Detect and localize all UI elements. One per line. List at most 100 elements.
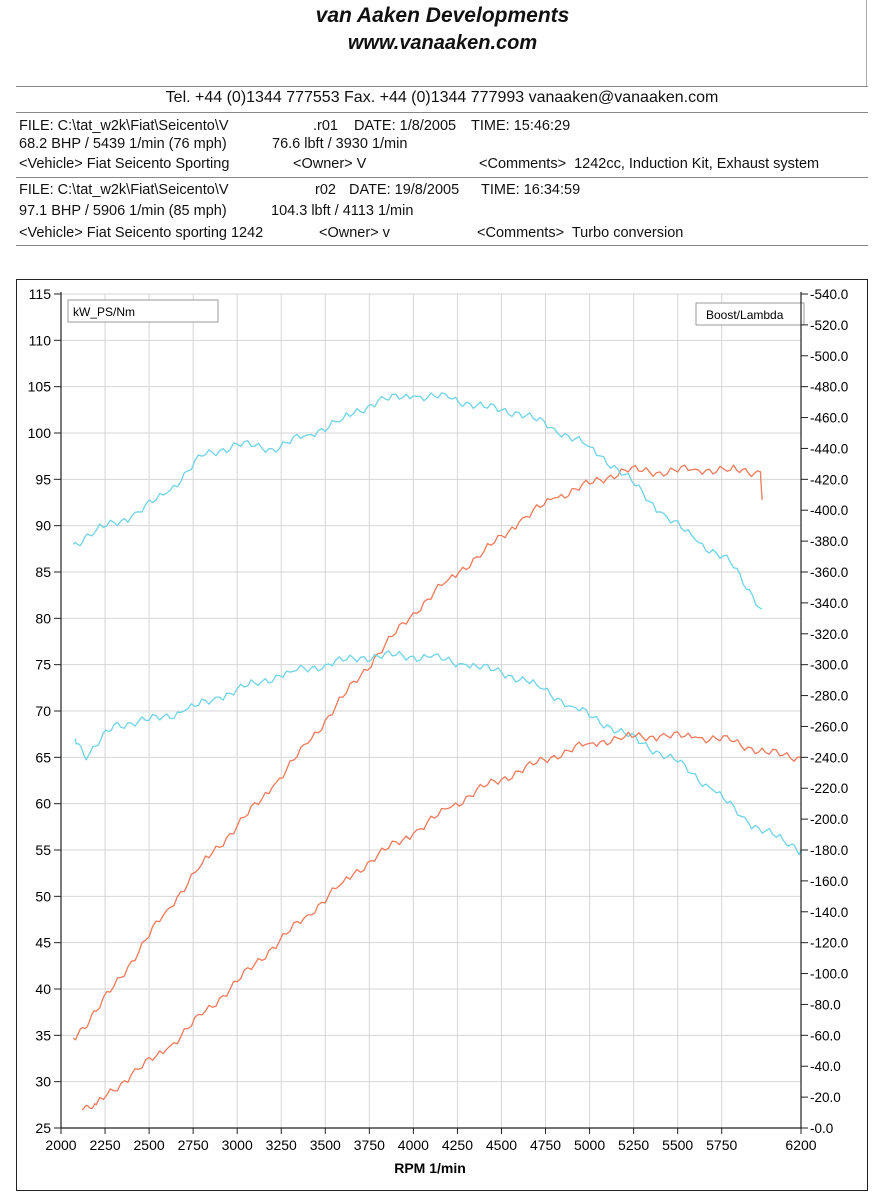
left-axis-label-box bbox=[67, 299, 219, 323]
y-tick-label: 80 bbox=[35, 610, 51, 626]
y2-tick-label: -20.0 bbox=[810, 1090, 841, 1105]
y2-tick-label: -200.0 bbox=[810, 812, 848, 827]
run1-date: DATE: 1/8/2005 bbox=[354, 118, 457, 134]
right-axis-label: Boost/Lambda bbox=[706, 308, 784, 322]
y-tick-label: 115 bbox=[29, 286, 52, 302]
y-tick-label: 90 bbox=[35, 518, 51, 534]
run1-file: FILE: C:\tat_w2k\Fiat\Seicento\V bbox=[19, 118, 229, 134]
y2-tick-label: -300.0 bbox=[810, 658, 848, 673]
divider bbox=[16, 112, 868, 113]
run1-power: 68.2 BHP / 5439 1/min (76 mph) bbox=[19, 136, 227, 152]
run1-owner: <Owner> V bbox=[293, 156, 367, 172]
y-tick-label: 50 bbox=[35, 888, 51, 904]
run2-owner: <Owner> v bbox=[319, 225, 390, 241]
x-tick-label: 5250 bbox=[618, 1137, 649, 1153]
y2-tick-label: -0.0 bbox=[810, 1121, 833, 1136]
run1-file-row: FILE: C:\tat_w2k\Fiat\Seicento\V .r01 DA… bbox=[19, 118, 869, 138]
x-tick-label: 2000 bbox=[45, 1137, 76, 1153]
run1-meta-row: <Vehicle> Fiat Seicento Sporting <Owner>… bbox=[19, 156, 869, 176]
divider bbox=[16, 86, 868, 87]
run2-curve-0 bbox=[72, 464, 763, 1041]
y2-tick-label: -360.0 bbox=[810, 565, 848, 580]
run2-time: TIME: 16:34:59 bbox=[481, 182, 581, 198]
chart-frame bbox=[16, 279, 868, 1191]
y2-tick-label: -320.0 bbox=[810, 627, 848, 642]
run2-power: 97.1 BHP / 5906 1/min (85 mph) bbox=[19, 203, 227, 219]
y2-tick-label: -380.0 bbox=[810, 534, 848, 549]
y2-tick-label: -280.0 bbox=[810, 689, 848, 704]
y2-tick-label: -240.0 bbox=[810, 750, 848, 765]
x-tick-label: 5750 bbox=[706, 1137, 737, 1153]
x-tick-label: 3000 bbox=[222, 1137, 253, 1153]
run1-file-ext: .r01 bbox=[313, 118, 338, 134]
contact-line: Tel. +44 (0)1344 777553 Fax. +44 (0)1344… bbox=[165, 89, 719, 106]
y2-tick-label: -80.0 bbox=[810, 997, 841, 1012]
run1-comments: <Comments> 1242cc, Induction Kit, Exhaus… bbox=[479, 156, 820, 172]
y-tick-label: 95 bbox=[35, 471, 51, 487]
y2-tick-label: -260.0 bbox=[810, 719, 848, 734]
left-axis-label: kW_PS/Nm bbox=[73, 305, 135, 319]
run2-meta-row: <Vehicle> Fiat Seicento sporting 1242 <O… bbox=[19, 225, 869, 245]
run2-file: FILE: C:\tat_w2k\Fiat\Seicento\V bbox=[19, 182, 229, 198]
chart-axes: kW_PS/Nm Boost/Lambda RPM 1/min 2000 2250… bbox=[28, 286, 849, 1176]
y2-tick-label: -440.0 bbox=[810, 441, 848, 456]
y-tick-label: 40 bbox=[35, 981, 51, 997]
y2-tick-label: -40.0 bbox=[810, 1059, 841, 1074]
y-tick-label: 65 bbox=[35, 749, 51, 765]
x-tick-label: 2500 bbox=[134, 1137, 165, 1153]
y2-tick-label: -480.0 bbox=[810, 380, 848, 395]
x-tick-label: 4500 bbox=[486, 1137, 517, 1153]
y-tick-label: 110 bbox=[29, 332, 52, 348]
run2-file-row: FILE: C:\tat_w2k\Fiat\Seicento\V r02 DAT… bbox=[19, 182, 869, 202]
right-axis-label-box bbox=[695, 302, 805, 326]
y2-tick-label: -540.0 bbox=[810, 287, 848, 302]
divider bbox=[16, 245, 868, 246]
x-tick-label: 4250 bbox=[442, 1137, 473, 1153]
x-tick-label: 5000 bbox=[574, 1137, 605, 1153]
run1-torque: 76.6 lbft / 3930 1/min bbox=[272, 136, 408, 152]
y-tick-label: 105 bbox=[28, 379, 52, 395]
company-website[interactable]: www.vanaaken.com bbox=[347, 32, 538, 54]
y-tick-label: 70 bbox=[35, 703, 51, 719]
y2-tick-label: -100.0 bbox=[810, 967, 848, 982]
y-tick-label: 85 bbox=[35, 564, 51, 580]
run2-comments: <Comments> Turbo conversion bbox=[477, 225, 684, 241]
y-tick-label: 55 bbox=[35, 842, 51, 858]
x-tick-label: 5500 bbox=[662, 1137, 693, 1153]
chart-series bbox=[72, 392, 802, 1111]
run2-curve-3 bbox=[81, 731, 802, 1111]
y2-tick-label: -420.0 bbox=[810, 472, 848, 487]
y-tick-label: 30 bbox=[35, 1074, 51, 1090]
y2-tick-label: -160.0 bbox=[810, 874, 848, 889]
y-tick-label: 60 bbox=[35, 796, 51, 812]
x-tick-label: 6200 bbox=[785, 1137, 816, 1153]
x-tick-label: 2750 bbox=[178, 1137, 209, 1153]
x-tick-label: 4750 bbox=[530, 1137, 561, 1153]
run1-curve-1 bbox=[72, 392, 763, 610]
x-tick-label: 3750 bbox=[354, 1137, 385, 1153]
y-tick-label: 35 bbox=[35, 1027, 51, 1043]
company-name: van Aaken Developments bbox=[315, 4, 570, 27]
run2-date: DATE: 19/8/2005 bbox=[349, 182, 460, 198]
y2-tick-label: -340.0 bbox=[810, 596, 848, 611]
y-tick-label: 45 bbox=[35, 935, 51, 951]
y-tick-label: 100 bbox=[28, 425, 52, 441]
run2-result-row: 97.1 BHP / 5906 1/min (85 mph) 104.3 lbf… bbox=[19, 203, 869, 223]
divider bbox=[16, 177, 868, 178]
run1-curve-2 bbox=[74, 650, 802, 856]
y-tick-label: 25 bbox=[35, 1120, 51, 1136]
y2-tick-label: -60.0 bbox=[810, 1028, 841, 1043]
run1-result-row: 68.2 BHP / 5439 1/min (76 mph) 76.6 lbft… bbox=[19, 136, 869, 156]
x-tick-label: 3500 bbox=[310, 1137, 341, 1153]
y2-tick-label: -460.0 bbox=[810, 411, 848, 426]
run2-torque: 104.3 lbft / 4113 1/min bbox=[271, 203, 414, 219]
y-tick-label: 75 bbox=[35, 657, 51, 673]
y2-tick-label: -500.0 bbox=[810, 349, 848, 364]
y2-tick-label: -180.0 bbox=[810, 843, 848, 858]
chart-grid bbox=[60, 293, 802, 1129]
divider bbox=[866, 0, 867, 86]
x-axis-label: RPM 1/min bbox=[394, 1160, 466, 1176]
x-tick-label: 3250 bbox=[266, 1137, 297, 1153]
run1-vehicle: <Vehicle> Fiat Seicento Sporting bbox=[19, 156, 230, 172]
